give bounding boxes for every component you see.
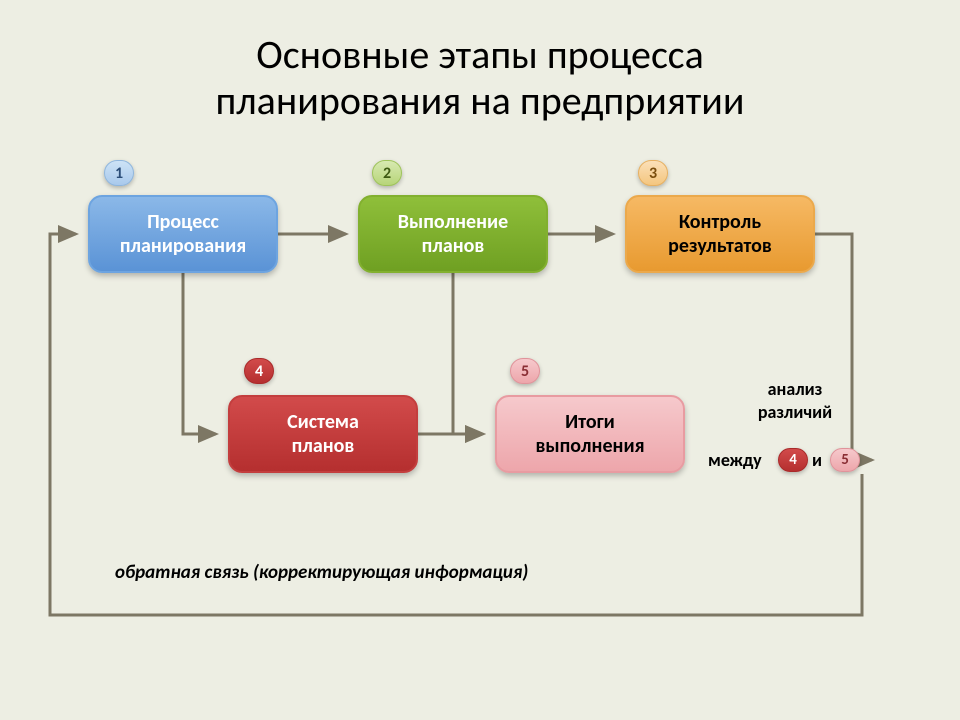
annotation-analysis: анализ различий <box>735 378 855 423</box>
arrow-n2_n5_down <box>453 273 483 434</box>
node-2-line1: Выполнение <box>398 210 509 234</box>
arrow-n3_down_right <box>815 234 872 460</box>
badge-4: 4 <box>244 358 274 384</box>
badge-3: 3 <box>638 160 668 186</box>
node-5-line2: выполнения <box>535 434 644 458</box>
node-process-planning: Процесс планирования <box>88 195 278 273</box>
node-3-line2: результатов <box>668 234 772 258</box>
node-result-control: Контроль результатов <box>625 195 815 273</box>
annotation-analysis-l2: различий <box>758 401 832 423</box>
badge-2: 2 <box>372 160 402 186</box>
node-1-line1: Процесс <box>147 210 219 234</box>
node-3-line1: Контроль <box>679 210 761 234</box>
feedback-label: обратная связь (корректирующая информаци… <box>115 561 528 584</box>
badge-4-small: 4 <box>778 448 808 472</box>
node-4-line2: планов <box>292 434 355 458</box>
node-plan-execution: Выполнение планов <box>358 195 548 273</box>
title-line-2: планирования на предприятии <box>215 76 744 125</box>
node-execution-results: Итоги выполнения <box>495 395 685 473</box>
badge-1: 1 <box>104 160 134 186</box>
arrow-n1_n4_down <box>183 273 216 434</box>
badge-5-small: 5 <box>830 448 860 472</box>
node-5-line1: Итоги <box>565 410 615 434</box>
arrow-feedback_loop <box>50 234 862 615</box>
node-2-line2: планов <box>422 234 485 258</box>
annotation-analysis-l1: анализ <box>768 378 823 400</box>
node-plan-system: Система планов <box>228 395 418 473</box>
diagram-canvas: Основные этапы процесса планирования на … <box>0 0 960 720</box>
diagram-title: Основные этапы процесса планирования на … <box>0 32 960 124</box>
node-1-line2: планирования <box>120 234 246 258</box>
title-line-1: Основные этапы процесса <box>256 30 703 79</box>
badge-5: 5 <box>510 358 540 384</box>
node-4-line1: Система <box>287 410 359 434</box>
annotation-and: и <box>812 449 822 472</box>
annotation-between: между <box>708 449 762 472</box>
